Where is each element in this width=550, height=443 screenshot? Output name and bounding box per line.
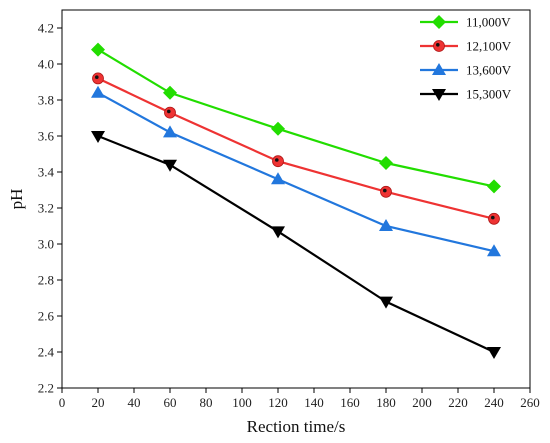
y-axis: 2.2 2.4 2.6 2.8 3.0 3.2 3.4 3.6 3.8 4.0 4.2 [38,21,62,396]
data-point [164,106,176,119]
series-line [97,77,495,220]
data-point [271,172,285,185]
data-point [380,185,392,198]
x-tick-label: 60 [164,395,177,410]
series-layer [91,42,501,359]
x-tick-label: 160 [340,395,360,410]
data-point [91,131,105,143]
y-tick-label: 3.6 [38,129,55,144]
x-tick-label: 260 [520,395,540,410]
legend-item: 13,600V [420,63,512,78]
y-tick-label: 3.8 [38,93,54,108]
x-axis-title: Rection time/s [247,417,346,436]
data-point [487,244,501,257]
legend-label: 11,000V [466,15,511,30]
legend-marker [433,40,445,52]
y-tick-label: 4.2 [38,21,54,36]
data-point [272,155,284,168]
data-point [379,219,393,231]
legend-item: 11,000V [420,15,511,30]
legend-label: 12,100V [466,39,512,54]
series-line [97,91,495,253]
data-point [379,296,393,309]
x-tick-label: 0 [59,395,66,410]
y-tick-label: 3.4 [38,165,55,180]
y-tick-label: 3.0 [38,237,54,252]
legend-marker [432,89,446,101]
y-tick-label: 2.6 [38,309,55,324]
legend-item: 15,300V [420,87,512,102]
y-tick-label: 2.4 [38,345,55,360]
data-point [92,72,104,85]
data-point [487,347,501,359]
y-tick-label: 2.2 [38,381,54,396]
x-tick-label: 100 [232,395,252,410]
y-tick-label: 2.8 [38,273,54,288]
data-point [163,159,177,172]
y-tick-label: 3.2 [38,201,54,216]
plot-frame [61,9,531,389]
legend: 11,000V 12,100V 13,600V 15,300V [420,15,512,102]
series-4 [91,131,501,359]
data-point [91,85,105,98]
data-point [379,156,393,170]
legend-marker [432,15,446,29]
data-point [271,121,285,136]
data-point [91,42,105,57]
series-1 [91,42,501,194]
series-line [97,134,495,353]
y-axis-title: pH [7,189,26,210]
x-tick-label: 200 [412,395,432,410]
x-tick-label: 180 [376,395,396,410]
legend-label: 13,600V [466,63,512,78]
x-tick-label: 80 [200,395,213,410]
x-tick-label: 20 [92,395,105,410]
data-point [487,179,501,194]
x-tick-label: 40 [128,395,141,410]
y-tick-label: 4.0 [38,57,54,72]
data-point [163,85,177,100]
legend-label: 15,300V [466,87,512,102]
data-point [271,226,285,239]
series-2 [92,72,500,225]
legend-item: 12,100V [420,39,512,54]
x-tick-label: 240 [484,395,504,410]
x-axis: 0 20 40 60 80 100 120 140 160 180 200 220 240 260 [59,388,540,410]
x-tick-label: 120 [268,395,288,410]
series-3 [91,85,501,257]
legend-marker [432,63,446,75]
x-tick-label: 220 [448,395,468,410]
data-point [488,212,500,225]
x-tick-label: 140 [304,395,324,410]
data-point [163,125,177,138]
